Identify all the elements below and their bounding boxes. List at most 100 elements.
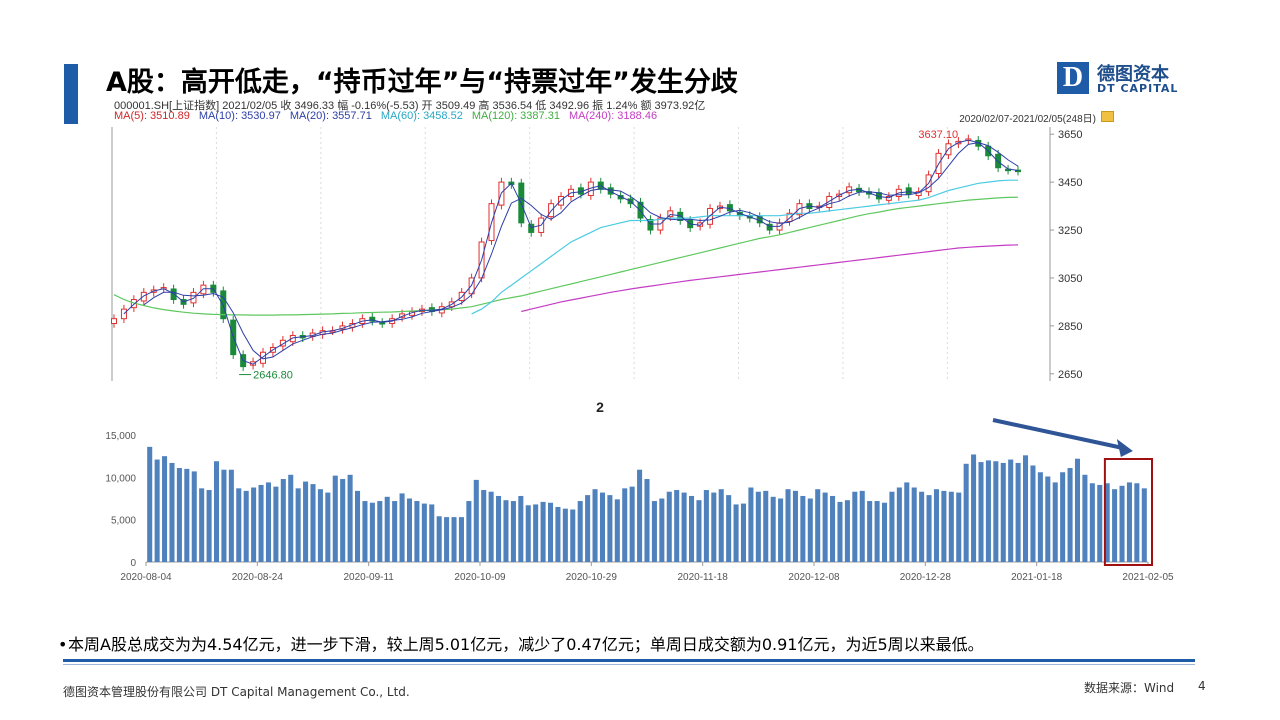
turnover-bar: [265, 482, 271, 562]
turnover-bar: [956, 492, 962, 562]
turnover-bar: [993, 461, 999, 562]
turnover-bar: [503, 500, 509, 562]
turnover-bar: [525, 505, 531, 562]
turnover-bar: [748, 487, 754, 562]
turnover-bar: [369, 502, 375, 562]
turnover-bar: [614, 499, 620, 562]
trend-arrow-head-icon: [1116, 439, 1133, 457]
turnover-bar: [859, 490, 865, 562]
candle-body: [369, 316, 376, 322]
turnover-bar: [325, 492, 331, 562]
turnover-bar: [822, 492, 828, 562]
turnover-bar: [904, 482, 910, 562]
ma20-legend: MA(20): 3557.71: [289, 110, 372, 122]
candle-body: [905, 187, 912, 195]
turnover-bar: [303, 481, 309, 562]
turnover-bar: [1052, 482, 1058, 562]
turnover-bar: [703, 490, 709, 562]
high-annotation: 3637.10: [918, 129, 958, 141]
turnover-bar: [258, 484, 264, 562]
turnover-bar: [406, 498, 413, 562]
turnover-bar: [726, 495, 732, 562]
turnover-bar: [830, 495, 836, 562]
turnover-bar: [236, 488, 242, 562]
bar-x-tick-label: 2020-09-11: [343, 572, 394, 583]
candle-body: [647, 218, 654, 231]
turnover-bar: [355, 490, 361, 562]
candle-body: [726, 204, 733, 212]
bar-x-tick-label: 2020-10-09: [454, 572, 506, 583]
candle-body: [667, 210, 674, 218]
turnover-bar: [659, 498, 665, 562]
turnover-bar: [733, 504, 739, 562]
turnover-bar: [629, 486, 635, 562]
bar-x-tick-label: 2020-08-04: [120, 572, 172, 583]
turnover-bar: [837, 501, 843, 562]
ma60-legend: MA(60): 3458.52: [380, 110, 463, 122]
candle-body: [607, 187, 614, 195]
turnover-bar: [637, 469, 643, 562]
turnover-bar: [288, 474, 294, 562]
summary-text: 本周A股总成交为为4.54亿元，进一步下滑，较上周5.01亿元，减少了0.47亿…: [68, 635, 984, 654]
turnover-bar: [481, 490, 487, 562]
data-source: 数据来源：Wind: [1084, 681, 1175, 695]
turnover-bar: [162, 456, 168, 562]
turnover-bar: [421, 503, 427, 562]
turnover-bar: [191, 471, 197, 562]
logo-name-en: DT CAPITAL: [1097, 82, 1179, 95]
title-accent-bar: [64, 64, 78, 124]
turnover-bar: [570, 509, 576, 562]
turnover-bar: [488, 491, 494, 562]
kline-y-tick-label: 2850: [1058, 321, 1082, 333]
turnover-bar: [585, 495, 591, 562]
turnover-bar: [414, 501, 420, 562]
bar-x-tick-label: 2020-08-24: [232, 572, 284, 583]
turnover-bar: [1126, 482, 1132, 562]
candle-body: [140, 291, 147, 302]
turnover-bar: [948, 491, 954, 562]
turnover-bar: [280, 479, 286, 562]
turnover-bar: [466, 501, 472, 562]
turnover-bar: [1112, 489, 1118, 562]
turnover-bar: [1067, 468, 1073, 562]
turnover-bar: [792, 490, 798, 562]
turnover-bar: [815, 489, 821, 562]
candle-body: [190, 291, 197, 304]
turnover-bar: [933, 489, 939, 562]
bar-x-tick-label: 2020-12-28: [900, 572, 952, 583]
turnover-bar: [510, 501, 516, 562]
range-toggle-icon[interactable]: [1101, 111, 1114, 122]
turnover-bar: [340, 479, 346, 562]
turnover-bar: [881, 502, 888, 562]
candle-body: [260, 351, 267, 364]
logo-mark: D: [1057, 62, 1089, 94]
turnover-bar: [1008, 459, 1014, 562]
bar-x-tick-label: 2020-12-08: [788, 572, 840, 583]
turnover-bar: [689, 495, 695, 562]
turnover-bar: [169, 462, 175, 562]
turnover-bar: [770, 496, 776, 562]
turnover-bar-chart: 2 0 5,000 10,000 15,000 2020-08-04 2020-08-24 2…: [90, 395, 1190, 590]
ma240-legend: MA(240): 3188.46: [569, 110, 658, 122]
quote-info-line: 000001.SH[上证指数] 2021/02/05 收 3496.33 幅 -…: [114, 100, 706, 112]
turnover-bar: [785, 489, 791, 562]
turnover-bar: [243, 490, 249, 562]
turnover-bar: [778, 498, 784, 562]
candle-body: [548, 203, 555, 218]
summary-bullet: •本周A股总成交为为4.54亿元，进一步下滑，较上周5.01亿元，减少了0.47…: [58, 631, 984, 655]
turnover-bar: [919, 491, 925, 562]
kline-y-tick-label: 2650: [1058, 369, 1082, 381]
turnover-bar: [199, 488, 205, 562]
turnover-bar: [800, 495, 806, 562]
bar-y-tick-label: 5,000: [111, 516, 136, 527]
turnover-bar: [1030, 465, 1036, 562]
turnover-bar: [273, 486, 279, 562]
turnover-bar: [1104, 483, 1110, 562]
date-range-label: 2020/02/07-2021/02/05(248日): [959, 114, 1096, 125]
bar-x-tick-label: 2021-02-05: [1122, 572, 1174, 583]
turnover-bar: [429, 504, 435, 562]
index-kline-chart: 000001.SH[上证指数] 2021/02/05 收 3496.33 幅 -…: [110, 97, 1120, 382]
ma60-line: [471, 179, 1018, 315]
candle-body: [200, 284, 207, 295]
turnover-bar: [1000, 462, 1006, 562]
